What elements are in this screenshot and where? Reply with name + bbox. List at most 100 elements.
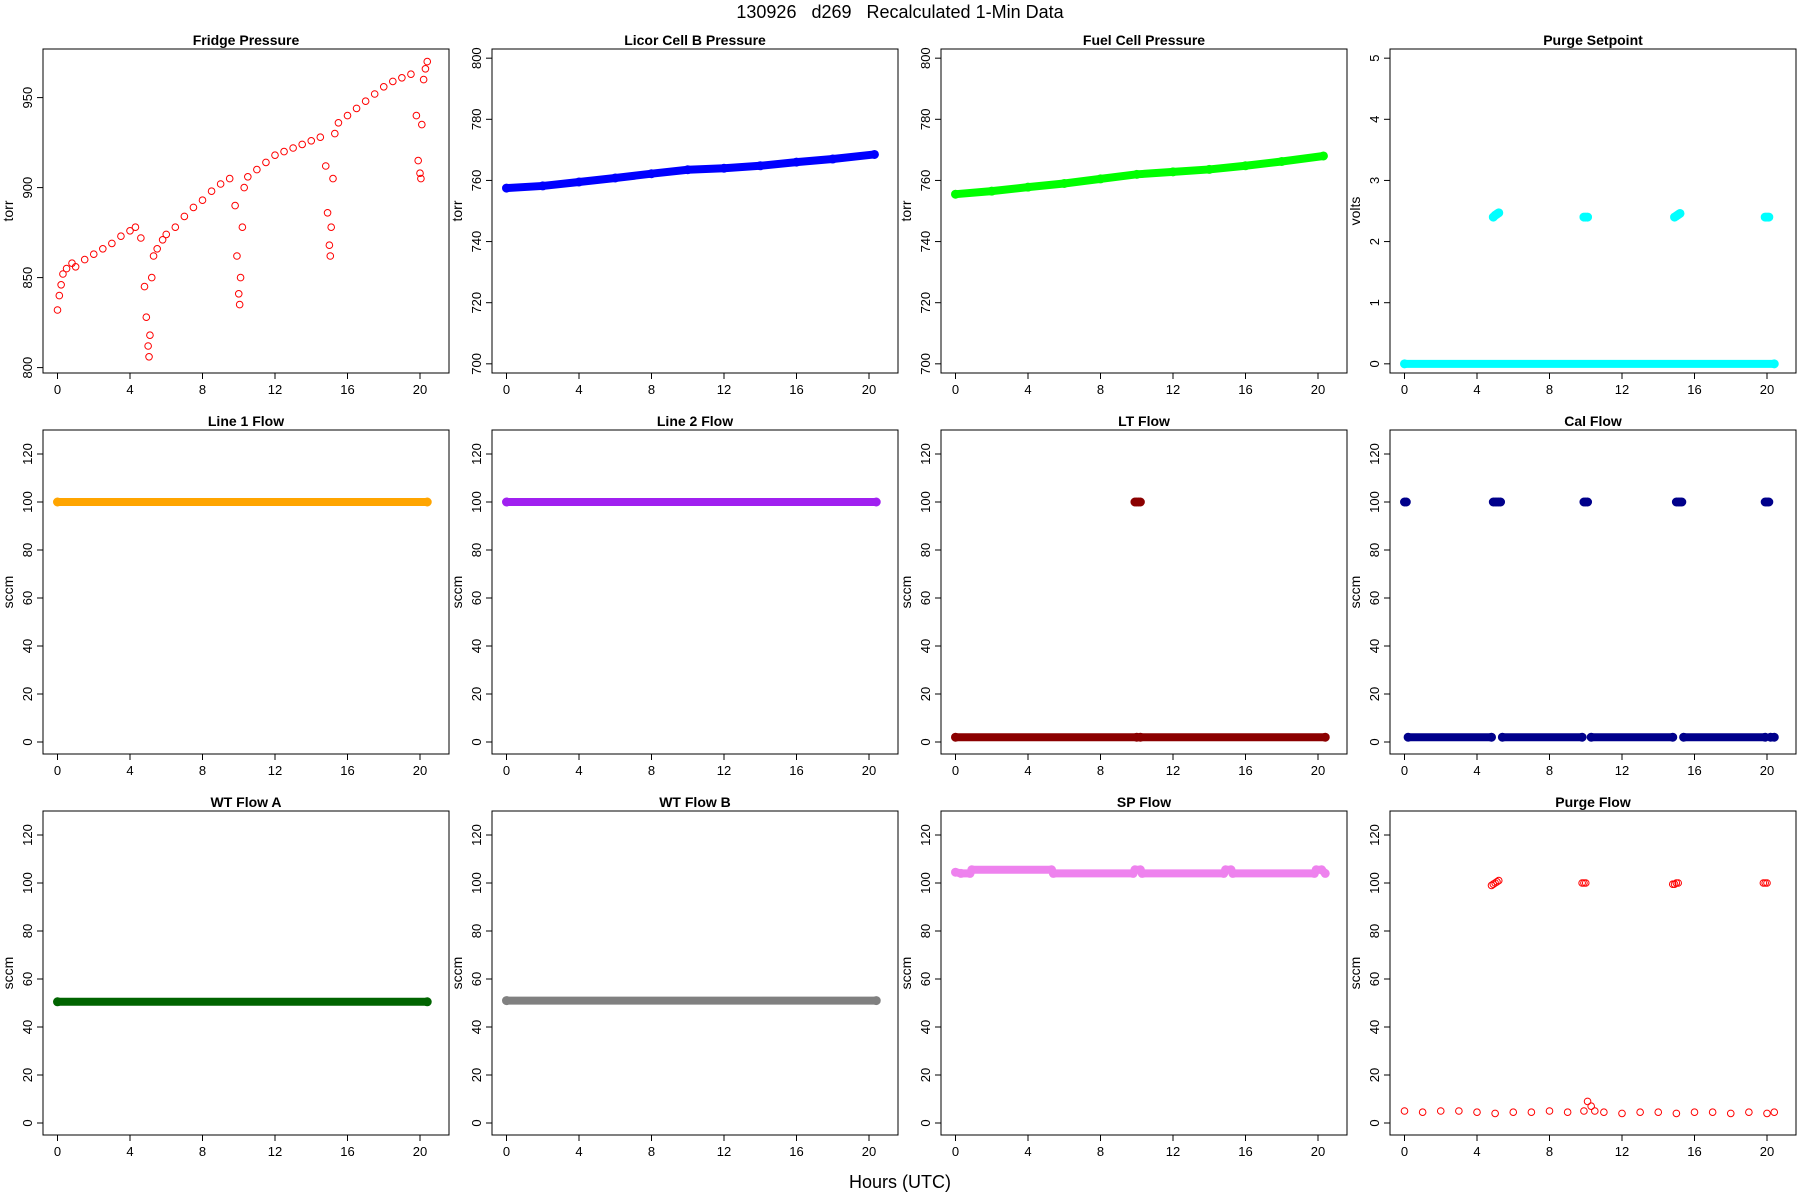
data-point [234,290,243,298]
y-tick-label: 40 [20,639,35,653]
data-point [502,497,511,507]
data-point [147,273,156,282]
data-point [1455,1107,1463,1115]
x-tick-label: 0 [503,1144,510,1159]
data-point [1745,1108,1753,1116]
data-point [1770,1108,1779,1116]
data-point [967,865,977,875]
data-point [1583,1097,1592,1106]
data-point [1563,1108,1572,1116]
y-tick-label: 80 [20,924,35,938]
x-tick-label: 8 [648,1144,655,1159]
x-tick-label: 8 [1097,382,1104,397]
y-tick-label: 800 [469,47,484,69]
plot-frame [42,810,450,1136]
data-point [142,313,151,322]
data-point [149,252,158,260]
y-tick-label: 60 [469,972,484,986]
plot-frame [42,48,450,374]
y-axis-label: sccm [898,957,914,990]
y-tick-label: 100 [20,872,35,894]
data-point [1277,156,1287,166]
data-point [323,209,332,217]
y-tick-label: 60 [20,972,35,986]
series-1 [1488,208,1504,222]
panel-fuel-cell-pressure: Fuel Cell Pressure 0 4 8 12 16 20 700 720 740 760 7… [898,32,1348,397]
data-point [871,996,881,1006]
x-tick-label: 20 [1311,1144,1325,1159]
x-tick-label: 16 [789,763,803,778]
plot-frame [940,429,1348,755]
x-tick-label: 16 [1687,382,1701,397]
y-tick-label: 80 [918,924,933,938]
x-tick-label: 8 [648,763,655,778]
plot-frame [42,429,450,755]
y-tick-label: 20 [469,687,484,701]
x-tick-label: 20 [1311,763,1325,778]
y-axis-label: sccm [449,957,465,990]
data-point [1600,1108,1608,1116]
data-point [71,263,80,271]
data-point [1674,879,1682,887]
panel-title: Line 1 Flow [208,413,284,429]
data-point [231,201,239,210]
x-tick-label: 8 [1546,763,1553,778]
y-axis-label: sccm [0,576,16,609]
data-point [1586,732,1596,742]
x-axis-title: Hours (UTC) [849,1172,951,1192]
data-point [198,196,207,204]
y-tick-label: 120 [918,443,933,465]
y-tick-label: 0 [1367,360,1382,367]
y-tick-label: 4 [1367,116,1382,123]
data-point [236,273,245,282]
data-point [235,300,244,309]
y-tick-label: 40 [1367,639,1382,653]
y-tick-label: 20 [918,687,933,701]
data-point [1320,868,1330,878]
y-axis-label: volts [1347,197,1363,226]
x-tick-label: 8 [1097,1144,1104,1159]
y-tick-label: 100 [918,491,933,513]
y-tick-label: 80 [20,543,35,557]
data-point [162,230,171,239]
x-tick-label: 0 [952,763,959,778]
data-point [99,245,107,253]
y-tick-label: 720 [469,292,484,314]
panel-title: WT Flow B [659,794,731,810]
x-tick-label: 12 [717,1144,731,1159]
panel-title: Purge Flow [1555,794,1631,810]
y-tick-label: 80 [918,543,933,557]
series-0 [1400,359,1779,369]
x-tick-label: 12 [717,763,731,778]
data-layer [502,497,881,507]
x-tick-label: 16 [340,1144,354,1159]
x-tick-label: 12 [1615,1144,1629,1159]
y-tick-label: 0 [469,1119,484,1126]
data-point [189,203,198,212]
y-tick-label: 720 [918,292,933,314]
data-point [951,732,960,742]
x-tick-label: 12 [717,382,731,397]
panel-title: SP Flow [1117,794,1171,810]
x-tick-label: 12 [268,1144,282,1159]
y-tick-label: 120 [20,443,35,465]
y-tick-label: 780 [469,108,484,130]
data-point [1497,732,1507,742]
panel-title: Line 2 Flow [657,413,733,429]
data-point [1726,1109,1735,1118]
data-point [289,144,297,152]
x-tick-label: 8 [199,382,206,397]
y-tick-label: 120 [469,824,484,846]
series-0 [951,732,1142,742]
series-5 [1400,497,1411,507]
x-tick-label: 0 [54,763,61,778]
y-tick-label: 900 [20,177,35,199]
x-tick-label: 0 [54,1144,61,1159]
data-point [538,181,548,191]
y-tick-label: 0 [918,738,933,745]
data-point [389,77,397,86]
data-point [1581,879,1590,887]
data-point [416,169,424,177]
data-point [1670,880,1679,889]
